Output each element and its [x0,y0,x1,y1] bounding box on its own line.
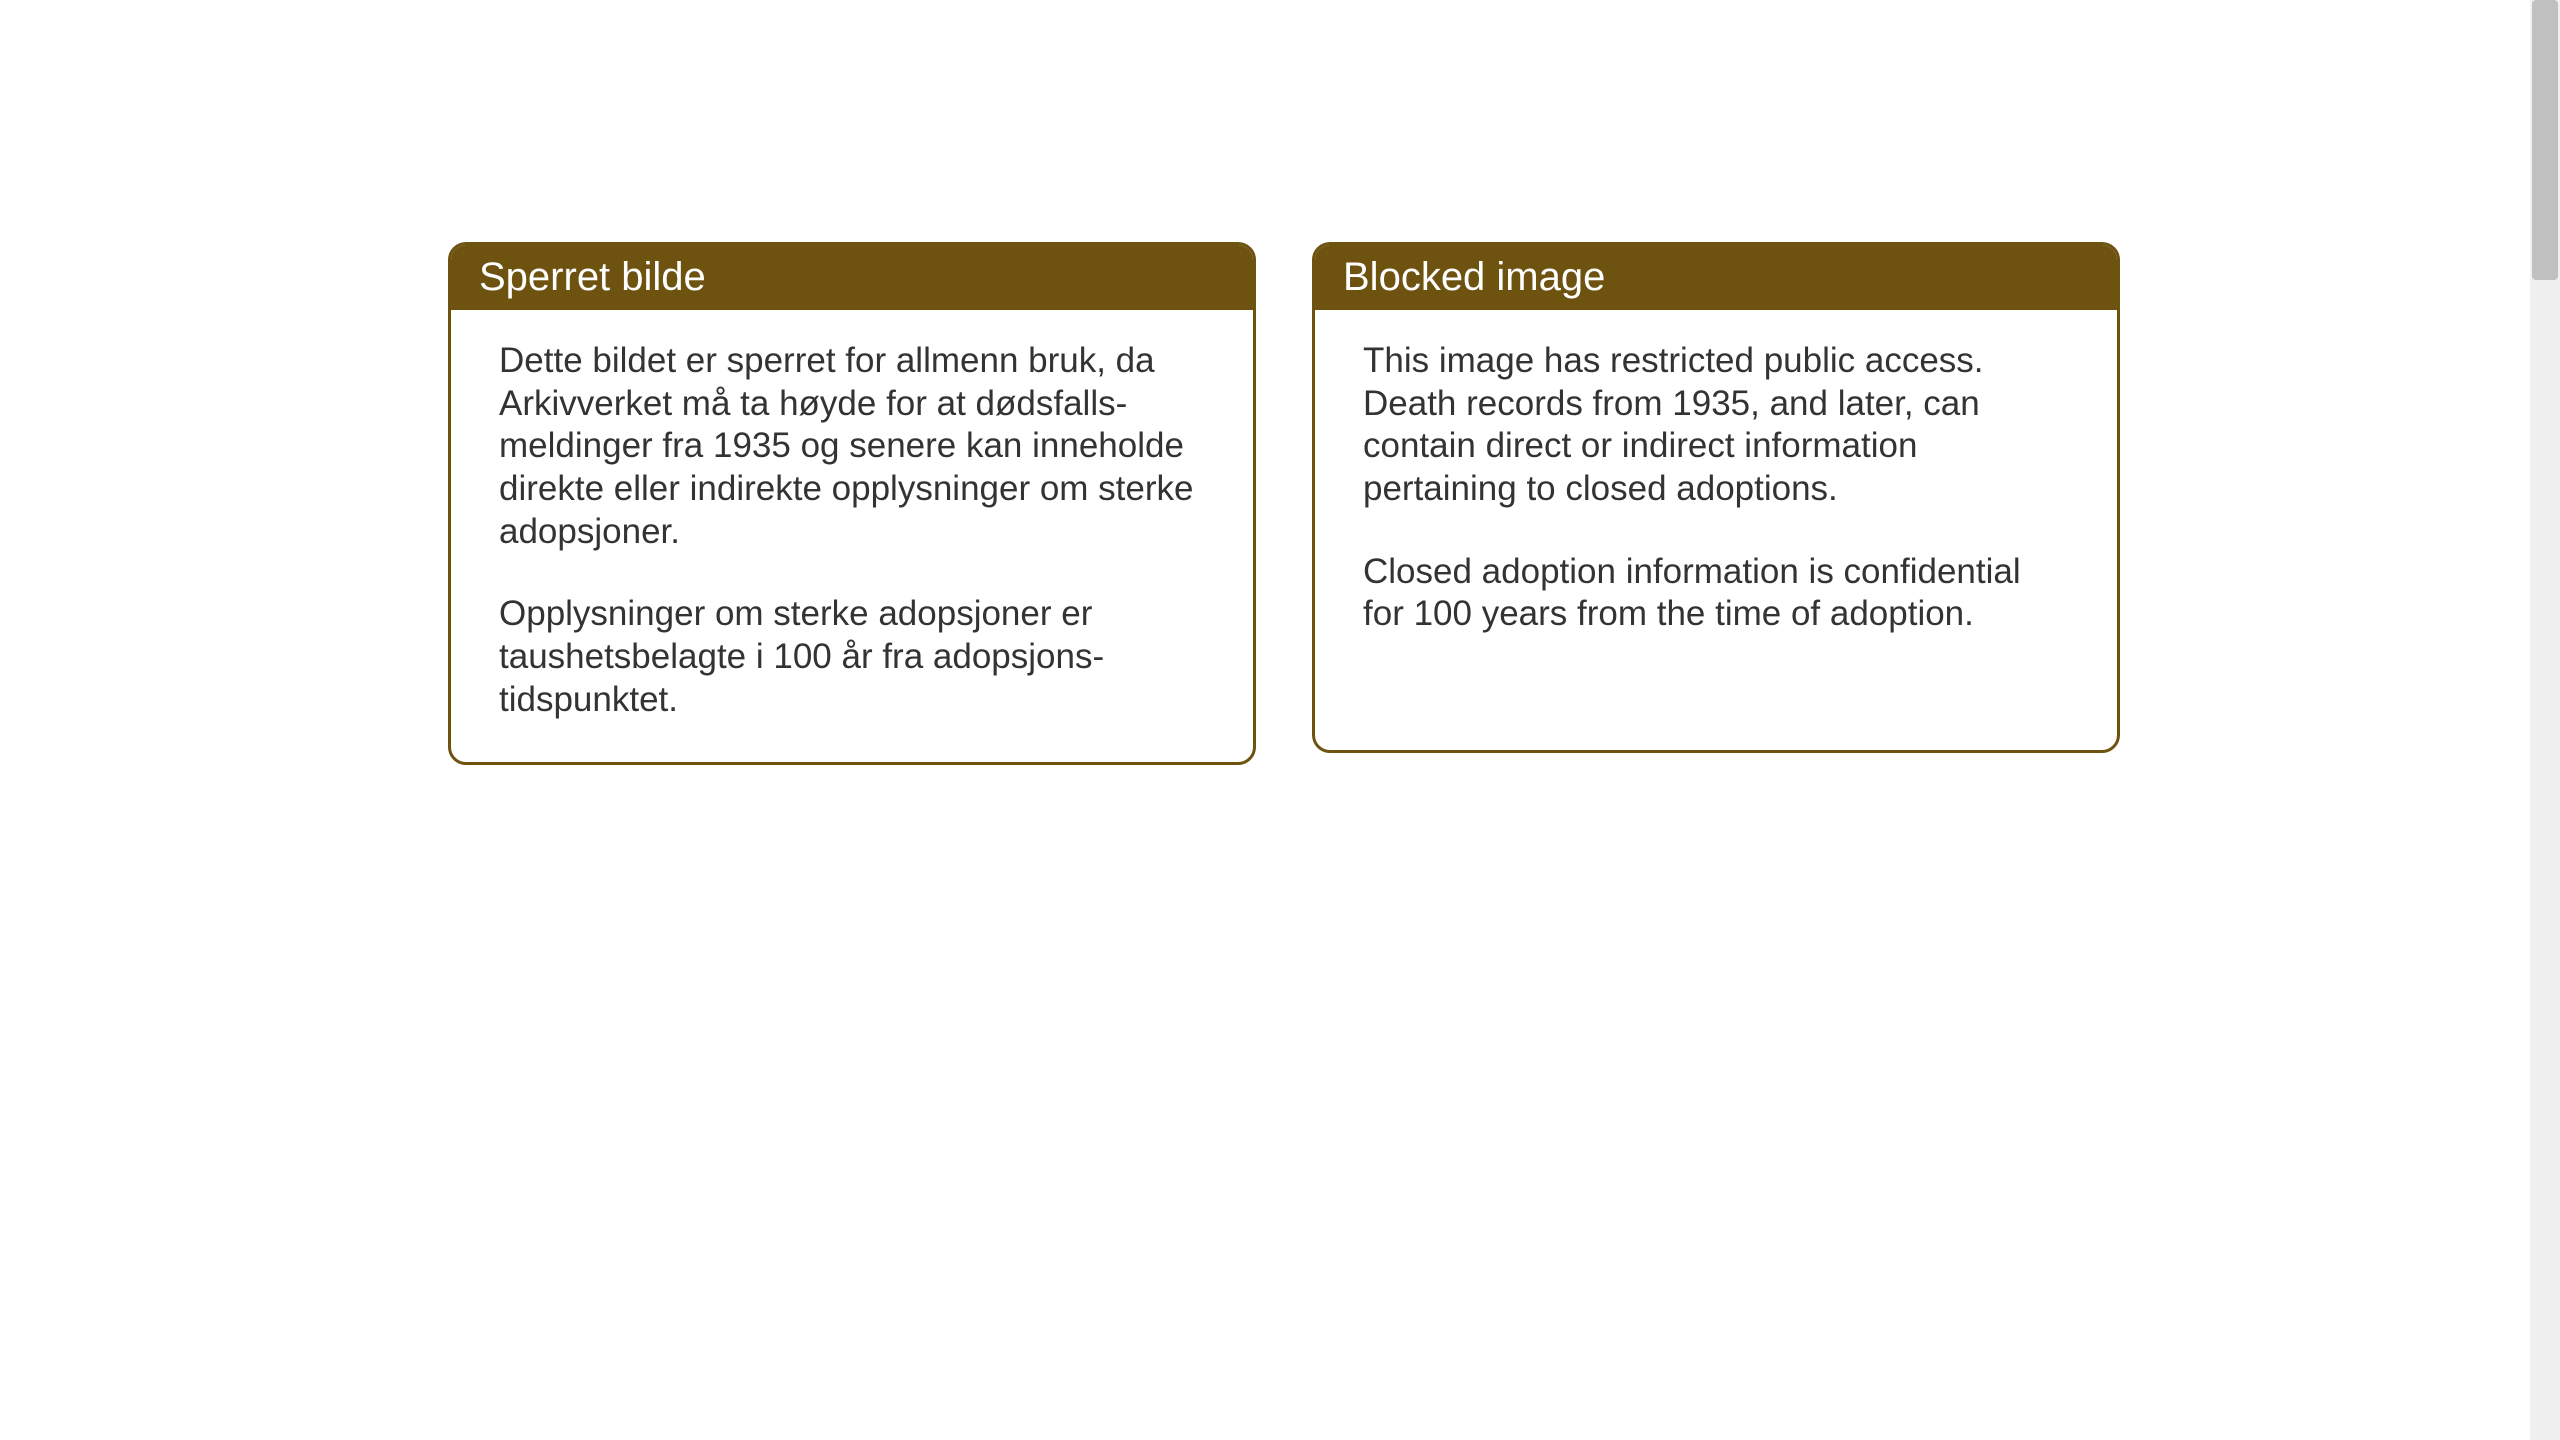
norwegian-paragraph-2: Opplysninger om sterke adopsjoner er tau… [499,593,1205,721]
norwegian-notice-card: Sperret bilde Dette bildet er sperret fo… [448,242,1256,765]
vertical-scrollbar[interactable] [2530,0,2560,1440]
scrollbar-thumb[interactable] [2532,0,2558,280]
english-paragraph-1: This image has restricted public access.… [1363,340,2069,511]
norwegian-card-body: Dette bildet er sperret for allmenn bruk… [451,310,1253,762]
norwegian-card-title: Sperret bilde [451,245,1253,310]
notice-cards-container: Sperret bilde Dette bildet er sperret fo… [448,242,2120,765]
english-paragraph-2: Closed adoption information is confident… [1363,551,2069,636]
english-notice-card: Blocked image This image has restricted … [1312,242,2120,753]
norwegian-paragraph-1: Dette bildet er sperret for allmenn bruk… [499,340,1205,553]
english-card-body: This image has restricted public access.… [1315,310,2117,676]
english-card-title: Blocked image [1315,245,2117,310]
